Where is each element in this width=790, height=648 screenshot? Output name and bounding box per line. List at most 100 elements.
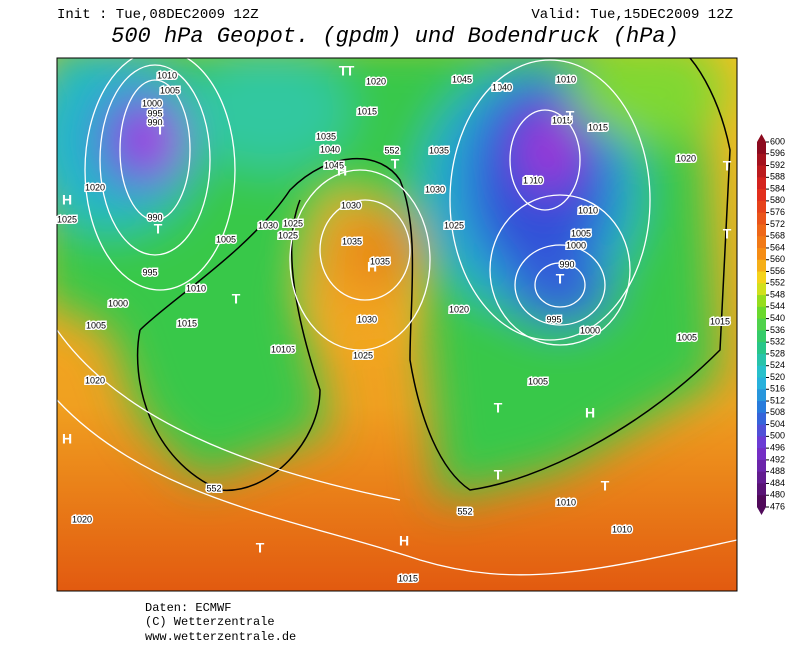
colorbar-label: 596 [770,148,785,158]
isobar-label: 1025 [283,218,303,228]
colorbar-label: 528 [770,348,785,358]
isobar-label: 1005 [216,234,236,244]
isobar-label: 1015 [398,573,418,583]
isobar-label: 1000 [580,325,600,335]
isobar-label: 1035 [370,256,390,266]
colorbar-swatch [757,247,766,261]
colorbar-label: 524 [770,360,785,370]
isobar-label: 1010 [186,283,206,293]
colorbar-swatch [757,306,766,320]
isobar-label: 1010 [578,205,598,215]
pressure-center: H [62,192,72,208]
pressure-center: T [494,400,503,416]
colorbar-label: 592 [770,160,785,170]
source: Daten: ECMWF [145,601,231,615]
pressure-center: T [525,172,534,188]
colorbar-label: 548 [770,289,785,299]
colorbar-swatch [757,142,766,155]
isobar-label: 1005 [86,320,106,330]
isobar-label: 1020 [85,375,105,385]
pressure-center: T [493,79,502,95]
colorbar-swatch [757,295,766,308]
pressure-center: T [256,540,265,556]
colorbar-swatch [757,424,766,437]
pressure-center: T [154,221,163,237]
isobar-label: 995 [546,314,561,324]
colorbar-label: 588 [770,172,785,182]
colorbar-label: 560 [770,254,785,264]
colorbar-swatch [757,165,766,178]
colorbar-label: 480 [770,490,785,500]
isobar-label: 1010 [157,70,177,80]
colorbar-cap [757,134,766,142]
colorbar-label: 508 [770,407,785,417]
isobar-label: 1015 [588,122,608,132]
isobar-label: 1010 [612,524,632,534]
isobar-label: 1020 [72,514,92,524]
init-time: Init : Tue,08DEC2009 12Z [57,7,259,23]
colorbar-swatch [757,224,766,237]
isobar-label: 1005 [677,332,697,342]
isobar-label: 1020 [366,76,386,86]
pressure-center: T [556,271,565,287]
isobar-label: 1015 [710,316,730,326]
colorbar-swatch [757,271,766,284]
isobar-label: 1015 [357,106,377,116]
isobar-label: 990 [147,212,162,222]
isobar-label: 1005 [275,344,295,354]
isobar-label: 1040 [492,82,512,92]
colorbar-label: 544 [770,301,785,311]
isobar-label: 1005 [571,228,591,238]
colorbar-label: 580 [770,195,785,205]
colorbar-swatch [757,177,766,190]
pressure-center: T [232,291,241,307]
isobar-label: 1030 [425,184,445,194]
colorbar-swatch [757,471,766,484]
pressure-center: H [399,533,409,549]
colorbar-label: 512 [770,395,785,405]
colorbar-swatch [757,200,766,214]
isobar-label: 1010 [523,175,543,185]
colorbar-swatch [757,495,766,508]
colorbar-label: 556 [770,266,785,276]
isobar-label: 1000 [142,98,162,108]
isobar-label: 1040 [320,144,340,154]
map-frame [56,57,738,592]
colorbar: 6005965925885845805765725685645605565525… [757,134,785,515]
colorbar-swatch [757,153,766,167]
colorbar-label: 496 [770,443,785,453]
pressure-center: T [493,79,502,95]
colorbar-label: 552 [770,278,785,288]
map [57,58,737,591]
colorbar-swatch [757,412,766,426]
colorbar-swatch [757,342,766,355]
isobar-label: 995 [142,267,157,277]
colorbar-swatch [757,189,766,202]
isobar-label: 995 [147,108,162,118]
isobars [57,58,737,576]
colorbar-swatch [757,212,766,225]
colorbar-label: 532 [770,337,785,347]
colorbar-swatch [757,459,766,473]
colorbar-label: 520 [770,372,785,382]
pressure-center: T [494,467,503,483]
isobar-label: 1000 [566,240,586,250]
isobar-label: 1025 [57,214,77,224]
map-labels: 101010051000995990TT10251020H990T9951000… [55,63,732,585]
pressure-center: T [723,158,732,174]
isobar-label: 1030 [357,314,377,324]
colorbar-swatch [757,483,766,496]
isobar-label: 1005 [160,85,180,95]
colorbar-swatch [757,353,766,367]
pressure-center: T [339,63,348,79]
colorbar-swatch [757,259,766,273]
isobar-label: 1025 [353,350,373,360]
isobar-label: 1005 [528,376,548,386]
isobar-label: 1010 [556,497,576,507]
isobar-label: 552 [206,483,221,493]
colorbar-label: 492 [770,454,785,464]
isobar-label: 1020 [85,182,105,192]
title: 500 hPa Geopot. (gpdm) und Bodendruck (h… [111,24,679,49]
colorbar-label: 488 [770,466,785,476]
pressure-center: H [585,405,595,421]
